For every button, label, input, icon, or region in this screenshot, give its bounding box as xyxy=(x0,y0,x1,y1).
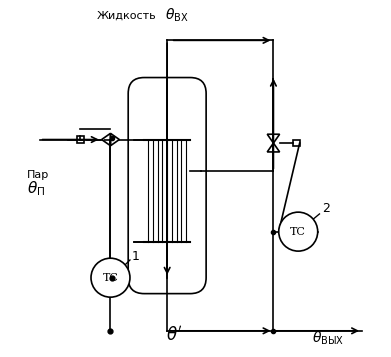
Text: 2: 2 xyxy=(323,202,330,215)
Text: Жидкость: Жидкость xyxy=(96,11,156,21)
Bar xyxy=(77,136,84,143)
Text: $\theta_{\sf ВХ}$: $\theta_{\sf ВХ}$ xyxy=(165,7,189,24)
Bar xyxy=(293,140,300,146)
Text: TC: TC xyxy=(102,273,118,283)
Text: Пар: Пар xyxy=(27,170,50,180)
Circle shape xyxy=(91,258,130,297)
FancyBboxPatch shape xyxy=(128,77,206,293)
Text: $\theta_{\sf ВЫХ}$: $\theta_{\sf ВЫХ}$ xyxy=(312,330,344,347)
Circle shape xyxy=(279,212,318,251)
Text: $\theta'$: $\theta'$ xyxy=(166,326,183,345)
Text: $\theta_{\sf П}$: $\theta_{\sf П}$ xyxy=(27,180,45,198)
Text: 1: 1 xyxy=(131,250,139,263)
Text: TC: TC xyxy=(290,227,306,237)
